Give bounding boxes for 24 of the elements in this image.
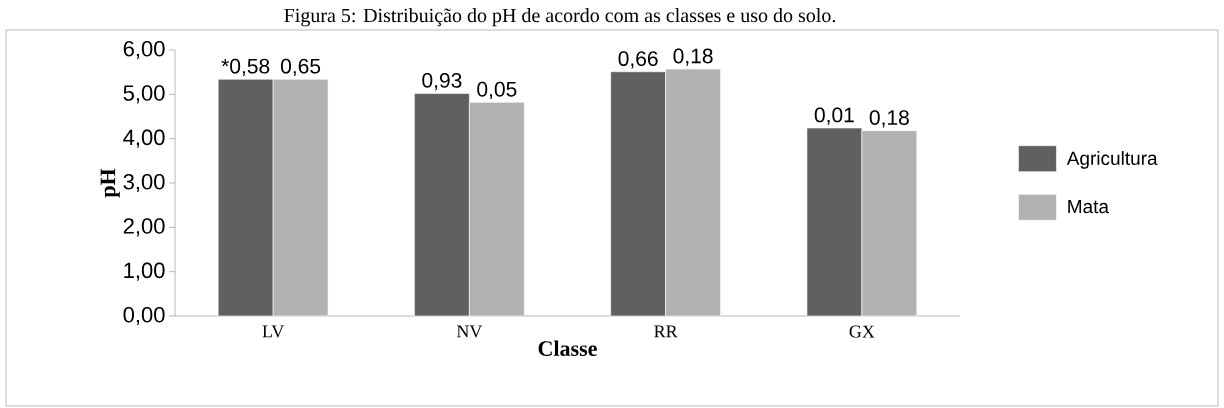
annotation: 0,65 <box>280 58 321 77</box>
y-tick-label: 1,00 <box>124 262 165 281</box>
y-tick-label: 3,00 <box>123 173 165 193</box>
y-tick-label: 2,00 <box>123 218 165 237</box>
legend-label: Mata <box>1068 200 1109 214</box>
x-tick-label: RR <box>654 325 678 338</box>
legend-label: Agricultura <box>1066 151 1158 169</box>
y-tick-label: 5,00 <box>123 85 165 104</box>
annotation: 0,18 <box>869 110 909 128</box>
annotation: 0,93 <box>422 72 462 91</box>
annotation: 0,66 <box>618 51 658 69</box>
y-tick-label: 6,00 <box>123 40 165 60</box>
x-tick-label: GX <box>849 325 875 338</box>
y-tick-label: 4,00 <box>123 129 165 148</box>
x-tick-label: NV <box>456 325 483 338</box>
annotation: 0,05 <box>477 81 517 100</box>
annotation: 0,01 <box>814 107 854 125</box>
y-tick-label: 0,00 <box>123 306 165 326</box>
x-tick-label: LV <box>262 325 285 338</box>
annotation: 0,18 <box>673 48 713 66</box>
x-axis-title: Classe <box>538 340 597 356</box>
annotation: *0,58 <box>221 58 270 77</box>
y-axis-title: pH <box>100 168 120 198</box>
chart-title: Figura 5: Distribuição do pH de acordo com as classes e uso do solo. <box>284 8 836 27</box>
